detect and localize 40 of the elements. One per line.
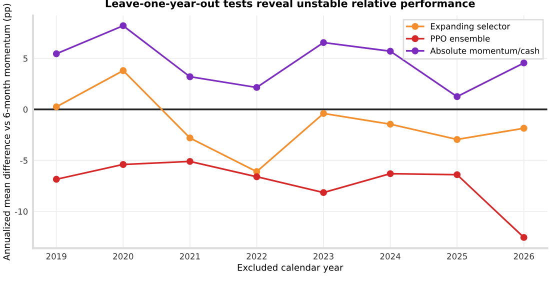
point bbox=[454, 136, 461, 143]
point bbox=[120, 67, 127, 74]
legend-label: Expanding selector bbox=[430, 23, 510, 32]
point bbox=[520, 124, 528, 132]
y-tick-label: 5 bbox=[23, 55, 28, 62]
y-tick-label: 0 bbox=[23, 106, 28, 113]
point bbox=[186, 158, 194, 165]
y-axis-title: Annualized mean difference vs 6-month momentum (pp) bbox=[3, 4, 12, 261]
point bbox=[52, 176, 60, 183]
point bbox=[186, 73, 194, 80]
x-tick-label: 2025 bbox=[447, 253, 467, 260]
point bbox=[320, 189, 327, 196]
y-tick-label: -5 bbox=[20, 157, 28, 164]
point bbox=[520, 59, 528, 66]
y-tick-label: -10 bbox=[14, 208, 28, 215]
x-tick-label: 2024 bbox=[380, 253, 400, 260]
point bbox=[52, 50, 60, 58]
legend-label: PPO ensemble bbox=[430, 35, 490, 42]
point bbox=[186, 134, 194, 142]
point bbox=[253, 173, 260, 180]
point bbox=[253, 84, 260, 91]
point bbox=[386, 48, 394, 55]
x-tick-label: 2022 bbox=[246, 253, 266, 260]
point bbox=[120, 22, 127, 30]
x-tick-label: 2023 bbox=[314, 253, 334, 260]
x-tick-label: 2021 bbox=[180, 253, 200, 260]
point bbox=[52, 103, 60, 110]
point bbox=[386, 120, 394, 128]
point bbox=[454, 93, 461, 100]
x-tick-label: 2020 bbox=[113, 253, 134, 260]
x-tick-label: 2019 bbox=[46, 253, 66, 260]
x-tick-label: 2026 bbox=[514, 253, 534, 260]
point bbox=[320, 39, 327, 46]
point bbox=[120, 161, 127, 168]
point bbox=[320, 110, 327, 117]
point bbox=[454, 171, 461, 178]
x-axis-title: Excluded calendar year bbox=[238, 264, 344, 273]
legend-label: Absolute momentum/cash bbox=[430, 47, 540, 55]
point bbox=[386, 170, 394, 178]
point bbox=[520, 234, 528, 241]
